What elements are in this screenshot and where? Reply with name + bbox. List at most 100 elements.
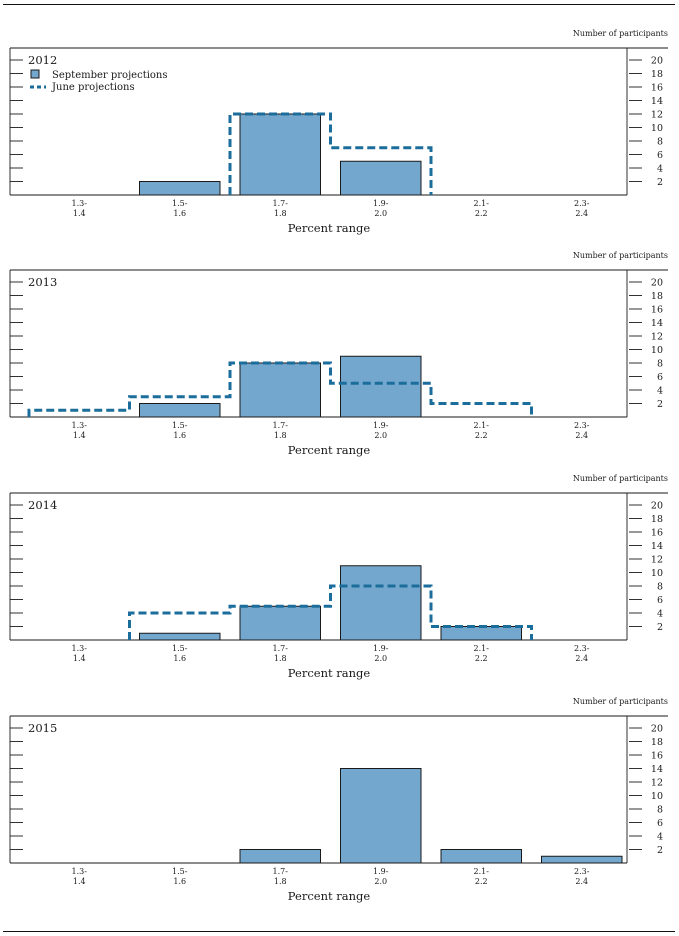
x-tick-label: 1.9-2.0 <box>373 867 389 886</box>
y-tick-label: 12 <box>651 109 663 120</box>
y-tick-label: 18 <box>651 737 663 748</box>
september-bar <box>340 160 422 196</box>
y-axis-title: Number of participants <box>573 251 668 260</box>
y-tick-label: 16 <box>651 527 663 538</box>
y-tick-label: 10 <box>651 123 663 134</box>
september-bar <box>239 362 321 418</box>
x-axis-label: Percent range <box>288 889 371 903</box>
y-tick-label: 8 <box>657 581 663 592</box>
legend-label-september: September projections <box>52 70 168 81</box>
y-tick-label: 14 <box>651 318 663 329</box>
june-projection-outline <box>128 584 533 640</box>
september-bar <box>541 855 623 864</box>
september-bar <box>440 849 522 864</box>
x-axis-label: Percent range <box>288 666 371 680</box>
x-tick-label: 2.3-2.4 <box>574 421 590 440</box>
chart-panel-0: Number of participants 2 4 6 8 10 12 14 16 18 20 20… <box>9 29 668 235</box>
september-bar <box>340 768 422 864</box>
y-tick-label: 4 <box>657 163 663 174</box>
y-tick-label: 2 <box>657 845 663 856</box>
y-tick-label: 20 <box>651 500 663 511</box>
y-tick-label: 4 <box>657 608 663 619</box>
y-tick-label: 2 <box>657 177 663 188</box>
x-tick-label: 1.3-1.4 <box>72 199 88 218</box>
x-tick-label: 1.5-1.6 <box>172 421 188 440</box>
y-axis-title: Number of participants <box>573 474 668 483</box>
y-tick-label: 12 <box>651 331 663 342</box>
september-bar <box>239 849 321 864</box>
y-tick-label: 8 <box>657 358 663 369</box>
x-tick-label: 1.5-1.6 <box>172 867 188 886</box>
panel-year-title: 2013 <box>28 275 57 289</box>
y-tick-label: 16 <box>651 304 663 315</box>
september-bar <box>139 632 221 641</box>
y-tick-label: 4 <box>657 385 663 396</box>
x-tick-label: 1.7-1.8 <box>273 867 289 886</box>
y-tick-label: 12 <box>651 777 663 788</box>
x-tick-label: 1.5-1.6 <box>172 199 188 218</box>
y-tick-label: 20 <box>651 277 663 288</box>
y-tick-label: 12 <box>651 554 663 565</box>
y-tick-label: 6 <box>657 595 663 606</box>
chart-panel-1: Number of participants 2 4 6 8 10 12 14 16 18 20 20… <box>9 251 668 457</box>
y-tick-label: 16 <box>651 750 663 761</box>
y-tick-label: 18 <box>651 291 663 302</box>
y-tick-label: 18 <box>651 514 663 525</box>
x-tick-label: 1.9-2.0 <box>373 199 389 218</box>
y-tick-label: 6 <box>657 818 663 829</box>
x-tick-label: 1.7-1.8 <box>273 644 289 663</box>
x-tick-label: 1.9-2.0 <box>373 421 389 440</box>
y-tick-label: 20 <box>651 723 663 734</box>
y-tick-label: 6 <box>657 372 663 383</box>
y-tick-label: 10 <box>651 791 663 802</box>
september-bar <box>139 403 221 418</box>
y-tick-label: 2 <box>657 399 663 410</box>
y-axis-title: Number of participants <box>573 697 668 706</box>
x-tick-label: 2.3-2.4 <box>574 867 590 886</box>
top-rule <box>3 4 675 5</box>
panel-year-title: 2012 <box>28 53 57 67</box>
y-tick-label: 8 <box>657 136 663 147</box>
y-tick-label: 20 <box>651 55 663 66</box>
x-tick-label: 2.3-2.4 <box>574 644 590 663</box>
chart-panel-2: Number of participants 2 4 6 8 10 12 14 16 18 20 20… <box>9 474 668 680</box>
x-tick-label: 1.3-1.4 <box>72 867 88 886</box>
y-tick-label: 10 <box>651 345 663 356</box>
legend-label-june: June projections <box>51 82 135 93</box>
x-tick-label: 1.3-1.4 <box>72 644 88 663</box>
x-tick-label: 1.3-1.4 <box>72 421 88 440</box>
y-tick-label: 14 <box>651 541 663 552</box>
y-tick-label: 14 <box>651 96 663 107</box>
september-bar <box>340 355 422 418</box>
september-bar <box>239 605 321 641</box>
x-axis-label: Percent range <box>288 221 371 235</box>
x-axis-label: Percent range <box>288 443 371 457</box>
x-tick-label: 1.9-2.0 <box>373 644 389 663</box>
bottom-rule <box>3 931 675 932</box>
y-tick-label: 6 <box>657 150 663 161</box>
y-tick-label: 10 <box>651 568 663 579</box>
chart-panel-3: Number of participants 2 4 6 8 10 12 14 16 18 20 20… <box>9 697 668 903</box>
y-tick-label: 16 <box>651 82 663 93</box>
x-tick-label: 2.3-2.4 <box>574 199 590 218</box>
x-tick-label: 2.1-2.2 <box>474 867 490 886</box>
panel-year-title: 2015 <box>28 721 57 735</box>
y-tick-label: 4 <box>657 831 663 842</box>
y-tick-label: 18 <box>651 69 663 80</box>
y-tick-label: 14 <box>651 764 663 775</box>
panel-year-title: 2014 <box>28 498 57 512</box>
september-bar <box>340 565 422 641</box>
y-axis-title: Number of participants <box>573 29 668 38</box>
x-tick-label: 1.7-1.8 <box>273 199 289 218</box>
x-tick-label: 2.1-2.2 <box>474 199 490 218</box>
september-bar <box>139 181 221 196</box>
september-bar <box>440 626 522 641</box>
september-bar <box>239 113 321 196</box>
y-tick-label: 8 <box>657 804 663 815</box>
june-projection-outline <box>27 361 533 417</box>
y-tick-label: 2 <box>657 622 663 633</box>
legend-swatch-september <box>30 69 40 79</box>
x-tick-label: 1.5-1.6 <box>172 644 188 663</box>
